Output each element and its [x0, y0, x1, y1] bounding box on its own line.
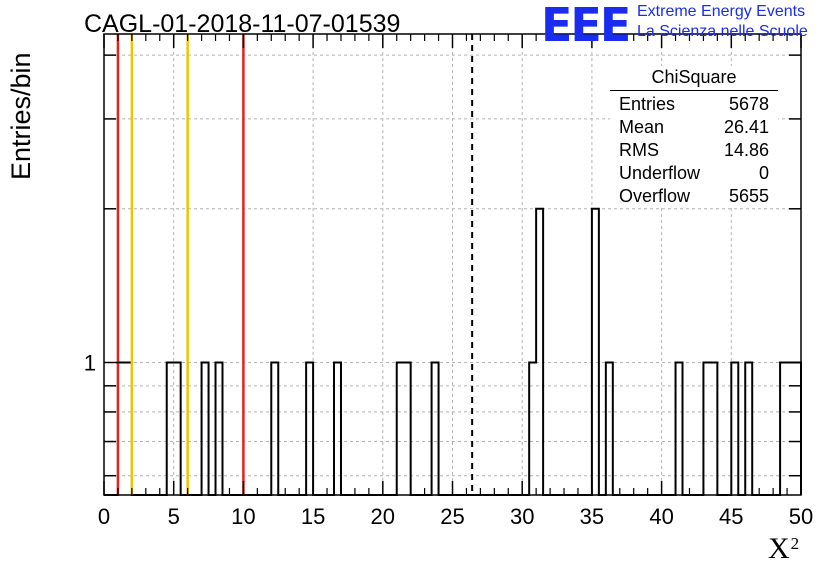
histogram-bin-14	[592, 209, 599, 495]
histogram-bin-20	[745, 362, 752, 495]
histogram-bin-6	[271, 362, 278, 495]
reference-lines	[116, 34, 474, 495]
x-tick-label-8: 40	[649, 504, 673, 529]
x-tick-label-5: 25	[440, 504, 464, 529]
stats-label: Underflow	[619, 163, 701, 183]
x-tick-label-1: 5	[168, 504, 180, 529]
stats-box: ChiSquare Entries 5678 Mean 26.41 RMS 14…	[610, 66, 778, 208]
stats-value: 14.86	[723, 140, 769, 160]
histogram-bin-9	[397, 362, 404, 495]
histogram-bin-12	[529, 362, 536, 495]
stats-row-underflow: Underflow 0	[610, 162, 778, 185]
stats-row-mean: Mean 26.41	[610, 116, 778, 139]
histogram-bin-21	[780, 362, 787, 495]
x-axis-label: X2	[768, 532, 799, 566]
tick-labels: 0 5 10 15 20 25 30 35 40 45 50 1	[84, 350, 813, 529]
histogram-bin-8	[334, 362, 341, 495]
y-axis-label: Entries/bin	[6, 52, 36, 180]
axis-ticks	[103, 34, 802, 495]
stats-title: ChiSquare	[610, 66, 778, 91]
x-tick-label-9: 45	[719, 504, 743, 529]
logo-caption: Extreme Energy Events La Scienza nelle S…	[637, 2, 808, 42]
stats-value: 0	[758, 163, 769, 183]
x-axis-label-main: X	[768, 532, 790, 565]
histogram-bin-16	[676, 362, 683, 495]
stats-label: Overflow	[619, 186, 691, 206]
chart-title: CAGL-01-2018-11-07-01539	[84, 10, 401, 38]
histogram-bin-10	[404, 362, 411, 495]
histogram-bin-4	[202, 362, 209, 495]
stats-label: Mean	[619, 117, 665, 137]
histogram-bin-19	[731, 362, 738, 495]
histogram-bin-18	[710, 362, 717, 495]
stats-value: 5655	[728, 186, 769, 206]
stats-label: RMS	[619, 140, 659, 160]
x-tick-label-7: 35	[580, 504, 604, 529]
histogram-bin-7	[306, 362, 313, 495]
stats-row-overflow: Overflow 5655	[610, 185, 778, 208]
histogram-bin-11	[432, 362, 439, 495]
x-axis-label-sup: 2	[790, 534, 800, 553]
histogram-bin-2	[167, 362, 174, 495]
y-tick-label-0: 1	[84, 350, 96, 375]
x-tick-label-0: 0	[98, 504, 110, 529]
stats-row-rms: RMS 14.86	[610, 139, 778, 162]
histogram-bin-3	[174, 362, 181, 495]
x-tick-label-3: 15	[301, 504, 325, 529]
eee-logo-icon: EEE	[541, 0, 631, 52]
x-tick-label-6: 30	[510, 504, 534, 529]
stats-value: 26.41	[723, 117, 769, 137]
x-tick-label-4: 20	[371, 504, 395, 529]
stats-value: 5678	[728, 94, 769, 114]
stats-row-entries: Entries 5678	[610, 93, 778, 116]
histogram-bin-15	[606, 362, 613, 495]
histogram-bin-5	[216, 362, 223, 495]
histogram-bin-17	[703, 362, 710, 495]
stats-label: Entries	[619, 94, 676, 114]
histogram-bin-13	[536, 209, 543, 495]
x-tick-label-10: 50	[789, 504, 813, 529]
logo-line-1: Extreme Energy Events	[637, 3, 806, 20]
x-tick-label-2: 10	[231, 504, 255, 529]
logo-line-2: La Scienza nelle Scuole	[637, 23, 808, 40]
